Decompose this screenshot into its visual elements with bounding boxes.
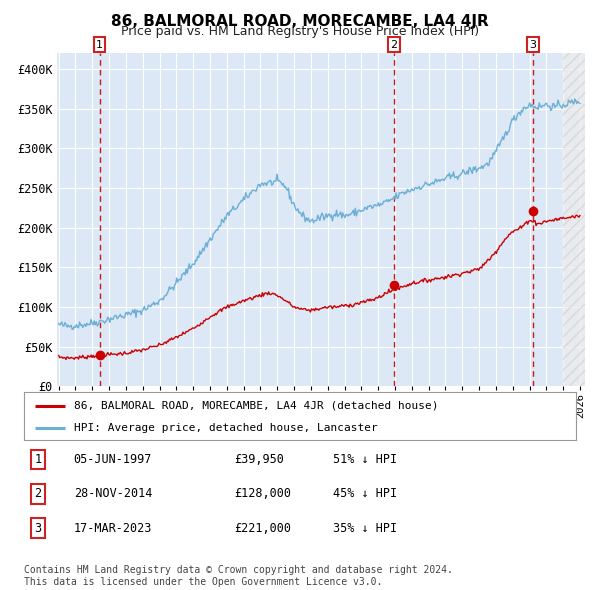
Text: 3: 3 [34, 522, 41, 535]
Text: £128,000: £128,000 [234, 487, 291, 500]
Text: 3: 3 [530, 40, 536, 50]
Text: £221,000: £221,000 [234, 522, 291, 535]
Text: 45% ↓ HPI: 45% ↓ HPI [333, 487, 397, 500]
Text: 86, BALMORAL ROAD, MORECAMBE, LA4 4JR (detached house): 86, BALMORAL ROAD, MORECAMBE, LA4 4JR (d… [74, 401, 438, 411]
Text: 2: 2 [390, 40, 397, 50]
Bar [563, 53, 597, 386]
Text: 35% ↓ HPI: 35% ↓ HPI [333, 522, 397, 535]
Text: Price paid vs. HM Land Registry's House Price Index (HPI): Price paid vs. HM Land Registry's House … [121, 25, 479, 38]
Text: HPI: Average price, detached house, Lancaster: HPI: Average price, detached house, Lanc… [74, 423, 377, 432]
Text: 17-MAR-2023: 17-MAR-2023 [74, 522, 152, 535]
Bar [563, 53, 589, 386]
Text: 28-NOV-2014: 28-NOV-2014 [74, 487, 152, 500]
Text: Contains HM Land Registry data © Crown copyright and database right 2024.
This d: Contains HM Land Registry data © Crown c… [24, 565, 453, 587]
Text: 2: 2 [34, 487, 41, 500]
Text: 1: 1 [34, 453, 41, 466]
Text: 86, BALMORAL ROAD, MORECAMBE, LA4 4JR: 86, BALMORAL ROAD, MORECAMBE, LA4 4JR [111, 14, 489, 28]
Text: £39,950: £39,950 [234, 453, 284, 466]
Text: 1: 1 [96, 40, 103, 50]
Text: 51% ↓ HPI: 51% ↓ HPI [333, 453, 397, 466]
Text: 05-JUN-1997: 05-JUN-1997 [74, 453, 152, 466]
